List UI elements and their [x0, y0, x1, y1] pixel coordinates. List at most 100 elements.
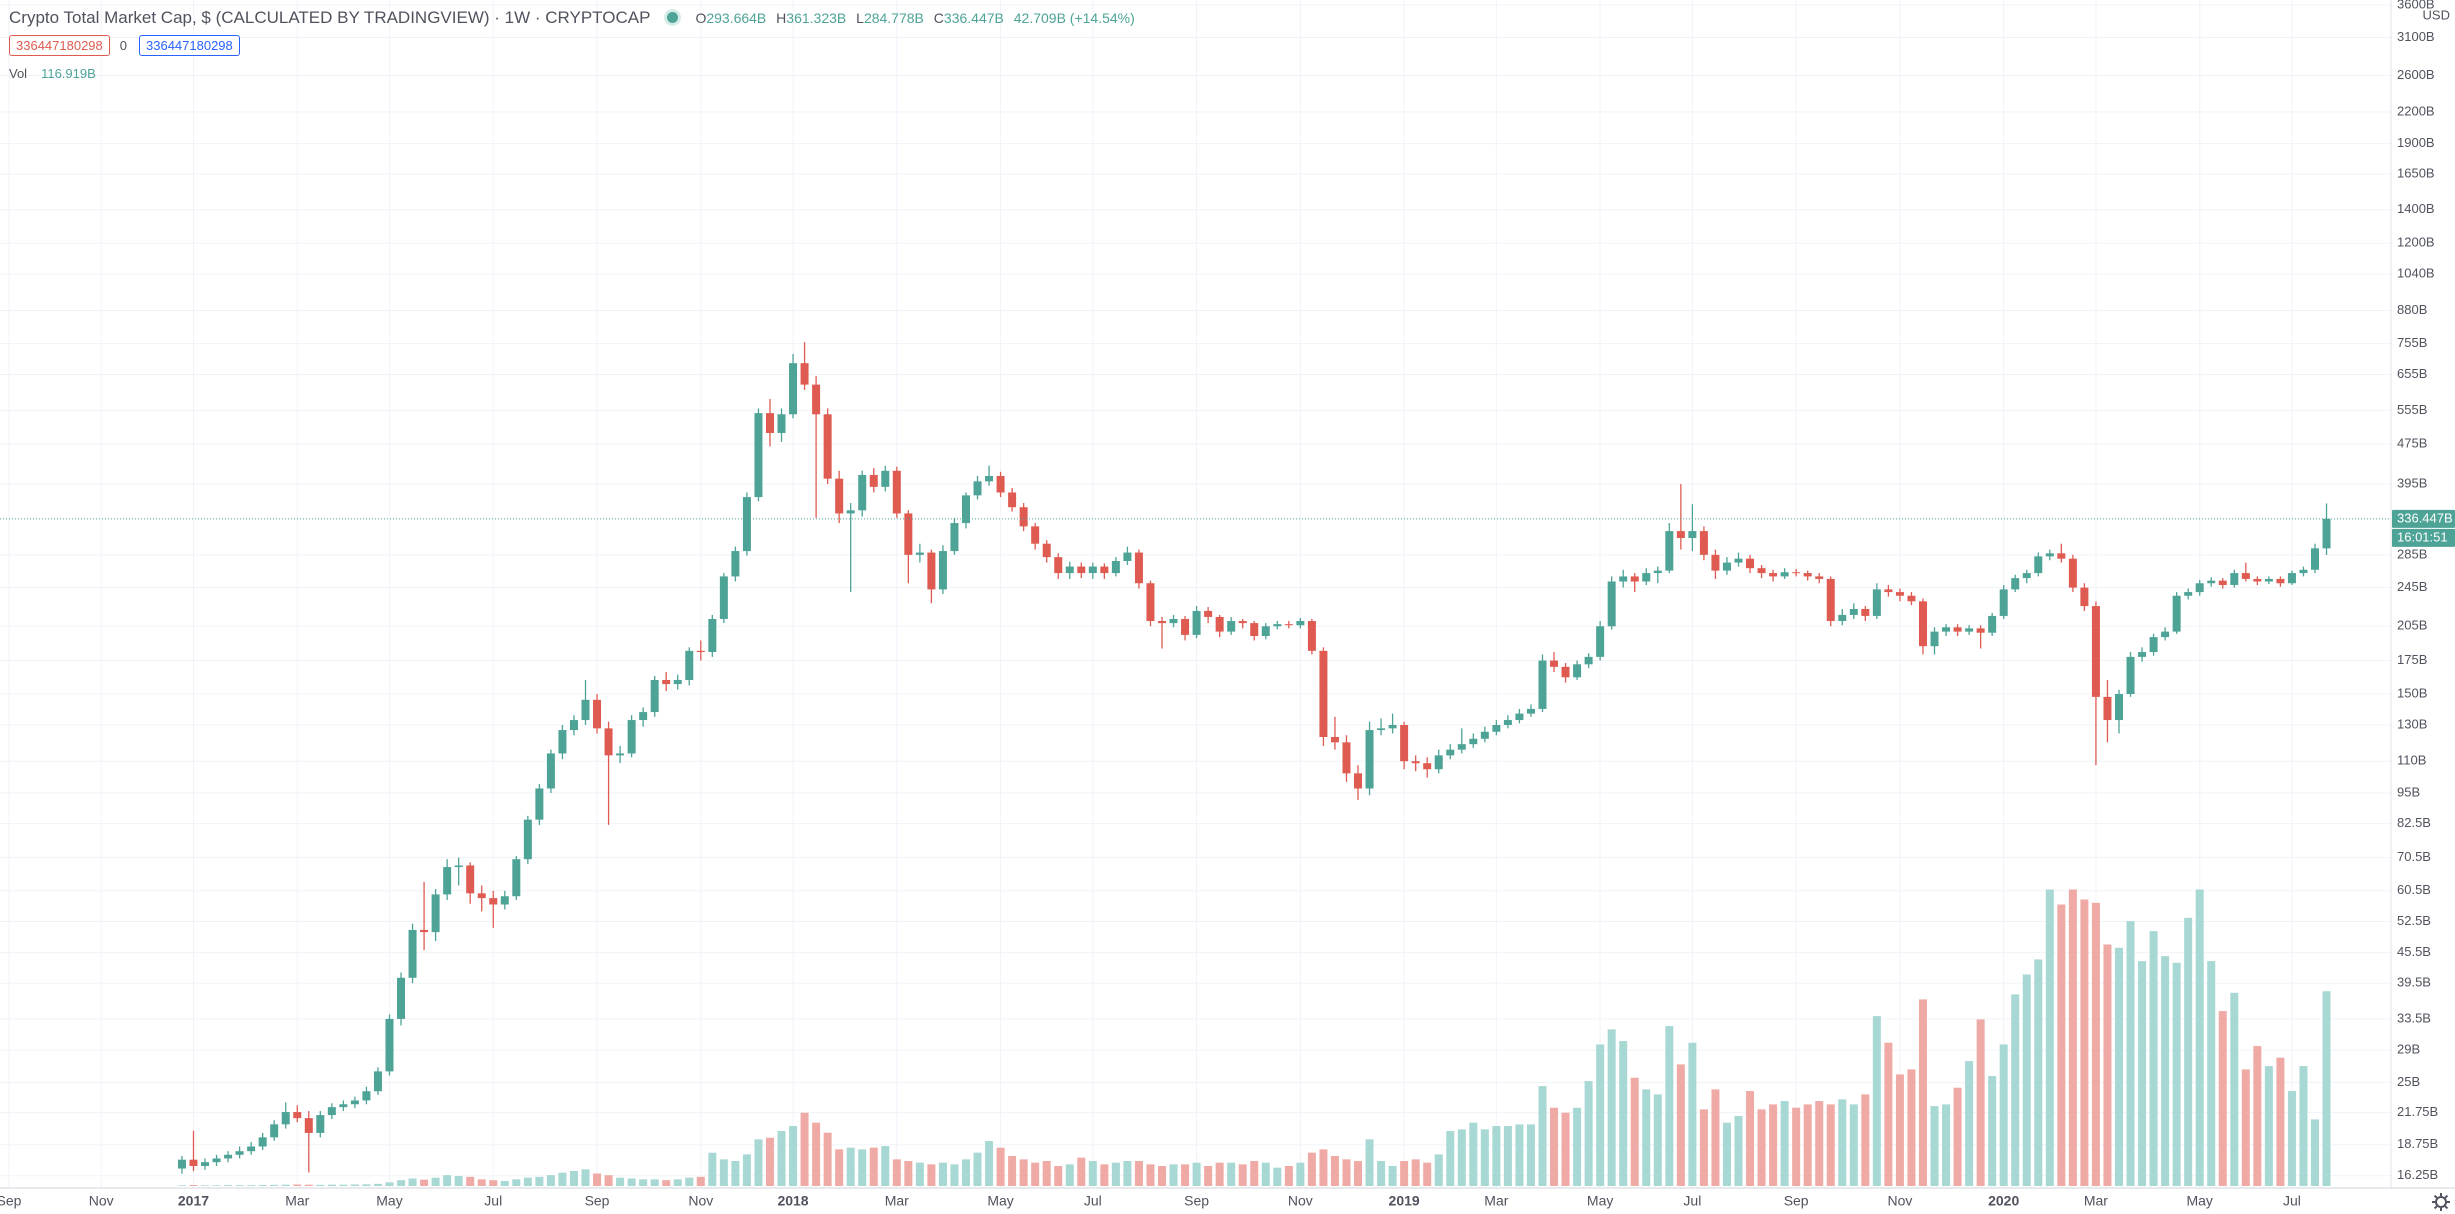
- candle-body: [1596, 626, 1605, 657]
- volume-bar: [2126, 921, 2135, 1186]
- ohlc-key: C: [933, 9, 944, 26]
- volume-bar: [350, 1184, 359, 1186]
- volume-bar: [915, 1162, 924, 1186]
- candle-body: [2011, 578, 2020, 590]
- y-tick-label: 205B: [2397, 618, 2427, 633]
- candle-body: [373, 1071, 382, 1092]
- y-tick-label: 82.5B: [2397, 815, 2431, 830]
- candle-body: [1158, 621, 1166, 624]
- y-tick-label: 16.25B: [2397, 1167, 2438, 1182]
- volume-bar: [1354, 1161, 1363, 1186]
- volume-bar: [1008, 1156, 1017, 1186]
- y-tick-label: 2200B: [2397, 103, 2435, 118]
- candle-body: [362, 1091, 371, 1101]
- volume-bar: [1296, 1162, 1305, 1186]
- candle-body: [1780, 572, 1789, 577]
- volume-bar: [535, 1176, 544, 1186]
- candle-body: [1365, 730, 1374, 789]
- volume-bar: [1907, 1069, 1916, 1186]
- candle-body: [1111, 561, 1120, 574]
- volume-bar: [2161, 956, 2170, 1186]
- candle-body: [616, 753, 625, 756]
- volume-bar: [1965, 1061, 1974, 1186]
- volume-bar: [177, 1185, 186, 1186]
- ohlc-values: O293.664B H361.323B L284.778B C336.447B …: [695, 10, 1134, 26]
- candle-body: [696, 650, 705, 653]
- volume-bar: [2045, 889, 2054, 1186]
- x-tick-label: Mar: [1484, 1193, 1508, 1209]
- input-box[interactable]: 336447180298: [139, 35, 240, 56]
- volume-bar: [1861, 1094, 1870, 1186]
- candle-body: [1711, 554, 1720, 571]
- volume-bar: [1031, 1162, 1040, 1186]
- candle-body: [177, 1159, 186, 1169]
- volume-bar: [2311, 1119, 2319, 1186]
- volume-row: Vol 116.919B: [9, 60, 1135, 87]
- volume-bar: [2172, 962, 2181, 1186]
- volume-bar: [454, 1176, 463, 1186]
- market-status[interactable]: [667, 12, 679, 23]
- volume-bar: [569, 1171, 578, 1186]
- candle-body: [1377, 728, 1386, 731]
- price-axis-bg: [2391, 0, 2455, 1214]
- volume-bar: [1077, 1157, 1086, 1186]
- volume-bar: [685, 1177, 694, 1186]
- input-box[interactable]: 336447180298: [9, 35, 110, 56]
- volume-bar: [1838, 1099, 1847, 1186]
- candle-body: [892, 470, 901, 514]
- volume-bar: [1988, 1076, 1997, 1186]
- settings-gear[interactable]: [2432, 1193, 2450, 1211]
- candle-body: [1181, 618, 1190, 635]
- candle-body: [2045, 553, 2054, 557]
- candle-body: [304, 1118, 313, 1133]
- volume-bar: [604, 1175, 613, 1186]
- volume-bar: [1757, 1109, 1766, 1186]
- volume-bar: [270, 1184, 279, 1186]
- volume-bar: [2287, 1091, 2296, 1186]
- volume-bar: [408, 1178, 417, 1186]
- volume-bar: [512, 1179, 521, 1186]
- volume-bar: [1884, 1042, 1893, 1186]
- candle-body: [258, 1137, 267, 1147]
- candle-body: [1676, 531, 1685, 539]
- volume-bar: [2241, 1069, 2250, 1186]
- x-tick-label: Sep: [585, 1193, 610, 1209]
- volume-bar: [869, 1147, 878, 1186]
- input-value: 0: [119, 38, 127, 53]
- plot-area: [0, 342, 2391, 1186]
- candle-body: [662, 679, 671, 685]
- candle-body: [1134, 552, 1143, 584]
- volume-bar: [1204, 1166, 1213, 1186]
- candle-body: [1100, 566, 1109, 574]
- candle-body: [1411, 761, 1420, 764]
- candle-body: [477, 893, 486, 899]
- candle-body: [523, 819, 532, 860]
- candle-body: [2218, 580, 2227, 585]
- volume-value: 116.919B: [41, 66, 96, 81]
- volume-bar: [1815, 1101, 1824, 1186]
- candle-body: [1792, 572, 1801, 574]
- candle-body: [1469, 738, 1478, 745]
- volume-bar: [235, 1185, 244, 1186]
- volume-bar: [1642, 1089, 1651, 1186]
- volume-bar: [1780, 1101, 1789, 1186]
- volume-bar: [558, 1172, 567, 1186]
- volume-bar: [1792, 1107, 1801, 1186]
- volume-bar: [2022, 974, 2031, 1186]
- candle-body: [1550, 660, 1559, 667]
- candle-body: [881, 470, 890, 487]
- candle-body: [996, 476, 1005, 493]
- candle-body: [2287, 573, 2296, 584]
- x-tick-label: Mar: [2084, 1193, 2108, 1209]
- y-tick-label: 2600B: [2397, 67, 2435, 82]
- candle-body: [535, 788, 544, 820]
- candle-body: [961, 495, 970, 524]
- volume-bar: [1054, 1166, 1063, 1186]
- volume-bar: [2253, 1046, 2262, 1186]
- y-tick-label: 1900B: [2397, 135, 2435, 150]
- x-tick-label: Nov: [688, 1193, 713, 1209]
- volume-bar: [1734, 1116, 1743, 1186]
- volume-bar: [1561, 1112, 1570, 1186]
- x-tick-label: 2017: [178, 1193, 209, 1209]
